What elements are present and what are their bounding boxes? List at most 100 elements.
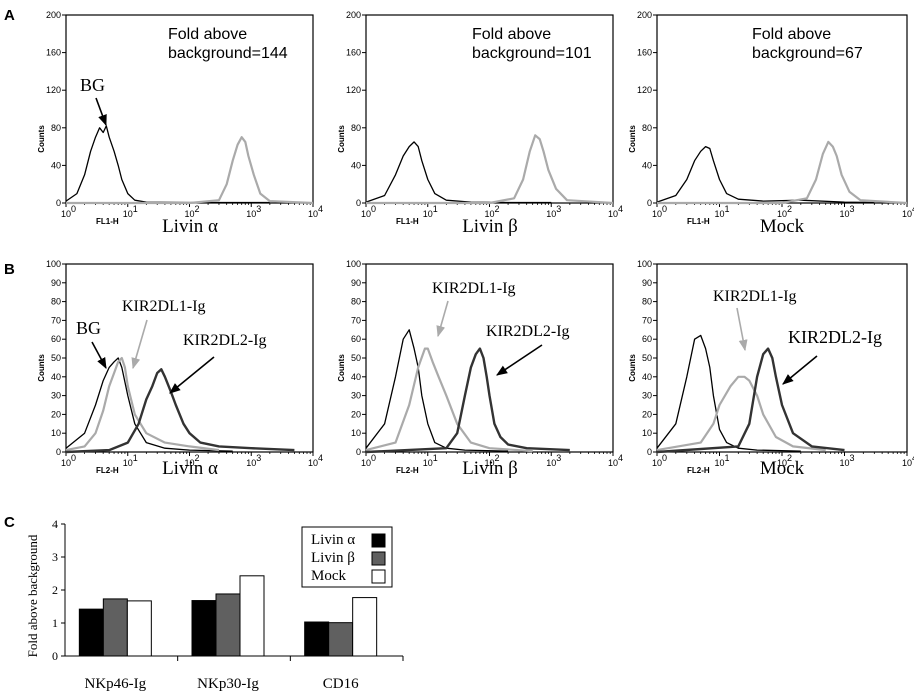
x-tick-exponent: 0 xyxy=(371,204,376,214)
y-tick-label: 20 xyxy=(51,409,61,419)
x-tick-label: 10 xyxy=(715,458,725,468)
annotation-label: KIR2DL2-Ig xyxy=(183,332,267,349)
x-tick-exponent: 0 xyxy=(662,204,667,214)
x-tick-label: 10 xyxy=(246,209,256,219)
x-tick-label: 10 xyxy=(308,458,318,468)
chart-title: Livin α xyxy=(162,216,218,237)
x-axis-label: FL1-H xyxy=(396,217,419,226)
annotation-label: background=144 xyxy=(168,45,288,62)
x-tick-label: 10 xyxy=(485,458,495,468)
bar-1 xyxy=(215,593,241,657)
y-tick-label: 100 xyxy=(46,259,61,269)
chart-title: Livin β xyxy=(462,216,518,237)
x-tick-label: 10 xyxy=(246,458,256,468)
y-tick-label: 200 xyxy=(46,10,61,20)
legend-label: Livin α xyxy=(311,532,355,548)
y-tick-label: 20 xyxy=(351,409,361,419)
x-tick-exponent: 3 xyxy=(850,204,855,214)
legend-label: Mock xyxy=(311,568,346,584)
chart-title: Livin α xyxy=(162,458,218,479)
y-axis-label: Counts xyxy=(337,354,346,382)
series-line-0 xyxy=(656,145,875,204)
x-tick-exponent: 3 xyxy=(556,453,561,463)
panel-label-c: C xyxy=(4,514,15,531)
y-tick-label: 60 xyxy=(642,334,652,344)
x-tick-exponent: 4 xyxy=(618,453,623,463)
legend-label: Livin β xyxy=(311,550,355,566)
x-tick-label: 10 xyxy=(715,209,725,219)
x-tick-exponent: 0 xyxy=(71,204,76,214)
chart-title: Mock xyxy=(760,216,805,237)
y-axis-label: Counts xyxy=(37,354,46,382)
y-tick-label: 60 xyxy=(351,334,361,344)
annotation-label: BG xyxy=(80,75,105,95)
y-tick-label: 40 xyxy=(351,372,361,382)
x-tick-label: 10 xyxy=(546,209,556,219)
x-axis-label: FL2-H xyxy=(396,466,419,475)
annotation-label: KIR2DL1-Ig xyxy=(122,298,206,315)
x-tick-label: 10 xyxy=(61,209,71,219)
legend: Livin α Livin β Mock xyxy=(301,526,393,588)
bar-0 xyxy=(78,608,104,657)
plot-frame xyxy=(656,14,908,204)
series-line-1 xyxy=(365,347,533,453)
bar-2 xyxy=(126,600,152,657)
series-line-0 xyxy=(365,141,552,204)
y-tick-label: 80 xyxy=(51,297,61,307)
x-tick-label: 10 xyxy=(840,458,850,468)
x-tick-exponent: 3 xyxy=(850,453,855,463)
annotation-label: KIR2DL2-Ig xyxy=(788,327,882,347)
y-tick-label: 20 xyxy=(642,409,652,419)
series-line-0 xyxy=(656,334,801,452)
y-tick-label: 0 xyxy=(56,198,61,208)
annotation-arrow xyxy=(95,97,107,127)
y-tick-label: 30 xyxy=(642,391,652,401)
x-tick-label: 10 xyxy=(123,209,133,219)
x-tick-exponent: 1 xyxy=(133,453,138,463)
y-tick-label: 0 xyxy=(56,447,61,457)
x-tick-exponent: 1 xyxy=(725,204,730,214)
x-tick-exponent: 4 xyxy=(618,204,623,214)
x-category-label: NKp30-Ig xyxy=(197,676,259,692)
y-tick-label: 120 xyxy=(46,85,61,95)
x-tick-exponent: 4 xyxy=(912,204,914,214)
panel-label-b: B xyxy=(4,261,15,278)
series-line-1 xyxy=(366,134,614,205)
series-line-0 xyxy=(65,357,233,452)
x-tick-label: 10 xyxy=(61,458,71,468)
annotation-label: Fold above xyxy=(752,26,831,43)
bar-0 xyxy=(304,621,330,657)
x-tick-label: 10 xyxy=(185,458,195,468)
x-tick-label: 10 xyxy=(423,209,433,219)
x-tick-exponent: 2 xyxy=(787,204,792,214)
x-tick-exponent: 2 xyxy=(195,453,200,463)
x-tick-exponent: 4 xyxy=(912,453,914,463)
y-tick-label: 10 xyxy=(51,428,61,438)
y-tick-label: 100 xyxy=(346,259,361,269)
annotation-arrow xyxy=(436,300,449,338)
annotation-label: background=101 xyxy=(472,45,592,62)
y-tick-label: 1 xyxy=(52,616,58,630)
x-tick-exponent: 2 xyxy=(495,204,500,214)
x-axis-label: FL2-H xyxy=(687,466,710,475)
x-tick-label: 10 xyxy=(608,458,618,468)
y-tick-label: 70 xyxy=(51,315,61,325)
x-category-label: CD16 xyxy=(323,676,359,692)
x-tick-exponent: 1 xyxy=(725,453,730,463)
annotation-label: Fold above xyxy=(168,26,247,43)
x-tick-exponent: 3 xyxy=(556,204,561,214)
y-tick-label: 10 xyxy=(351,428,361,438)
y-axis-label: Counts xyxy=(628,125,637,153)
annotation-label: KIR2DL2-Ig xyxy=(486,323,570,340)
y-axis-label: Counts xyxy=(337,125,346,153)
y-tick-label: 30 xyxy=(51,391,61,401)
y-tick-label: 50 xyxy=(51,353,61,363)
y-tick-label: 100 xyxy=(637,259,652,269)
y-tick-label: 160 xyxy=(346,48,361,58)
x-tick-label: 10 xyxy=(777,209,787,219)
y-tick-label: 200 xyxy=(637,10,652,20)
